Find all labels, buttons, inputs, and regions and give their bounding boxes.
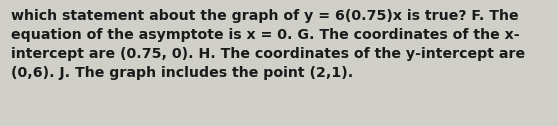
- Text: which statement about the graph of y = 6(0.75)x is true? F. The
equation of the : which statement about the graph of y = 6…: [11, 9, 525, 80]
